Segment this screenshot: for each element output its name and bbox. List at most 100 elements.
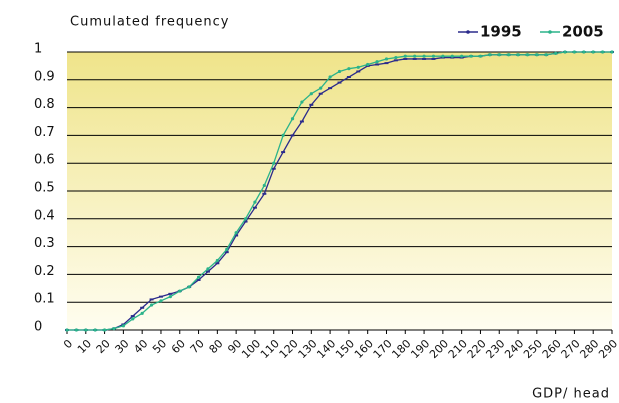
y-tick-label: 0.1	[34, 292, 55, 307]
data-point	[281, 151, 286, 154]
data-point	[224, 251, 229, 254]
data-point	[140, 311, 144, 315]
data-point	[121, 324, 125, 328]
data-point	[356, 65, 360, 69]
data-point	[328, 87, 333, 90]
data-point	[234, 231, 238, 235]
data-point	[478, 54, 483, 58]
data-point	[422, 54, 426, 58]
y-tick-label: 0.8	[34, 97, 55, 112]
data-point	[431, 54, 436, 58]
data-point	[84, 328, 88, 332]
data-point	[356, 70, 361, 73]
data-point	[149, 298, 154, 301]
data-point	[159, 299, 163, 303]
data-point	[347, 67, 351, 71]
data-point	[243, 217, 248, 221]
data-point	[441, 54, 445, 58]
data-point	[572, 50, 577, 54]
data-point	[262, 192, 267, 195]
data-point	[206, 267, 210, 271]
data-point	[300, 100, 304, 104]
data-point	[384, 57, 389, 61]
data-point	[535, 53, 539, 57]
x-tick-label: 290	[596, 337, 619, 361]
data-point	[563, 50, 567, 54]
data-point	[610, 50, 614, 54]
data-point	[394, 55, 398, 60]
data-point	[393, 59, 398, 62]
y-tick-label: 0.9	[34, 69, 55, 84]
data-point	[290, 117, 295, 121]
data-point	[196, 278, 201, 281]
data-point	[328, 75, 332, 79]
data-point	[112, 327, 116, 331]
data-point	[299, 120, 304, 123]
data-point	[309, 92, 313, 96]
x-axis-label: GDP/ head	[532, 387, 610, 402]
y-tick-label: 0.2	[34, 264, 55, 279]
data-point	[196, 275, 201, 279]
data-point	[309, 103, 314, 106]
data-point	[488, 53, 492, 57]
data-point	[225, 247, 229, 251]
data-point	[403, 57, 408, 60]
y-tick-label: 0.3	[34, 236, 55, 251]
data-point	[601, 50, 605, 54]
x-tick-label: 80	[206, 337, 225, 356]
chart-title: Cumulated frequency	[70, 15, 229, 30]
data-point	[178, 289, 182, 293]
data-point	[582, 50, 586, 54]
data-point	[469, 54, 473, 58]
data-point	[131, 317, 135, 321]
data-point	[234, 234, 239, 237]
data-point	[412, 57, 417, 60]
data-point	[205, 270, 210, 273]
data-point	[281, 133, 285, 137]
data-point	[168, 292, 173, 295]
data-point	[65, 328, 69, 332]
data-point	[318, 92, 323, 95]
legend-label: 1995	[480, 23, 522, 41]
data-point	[337, 69, 342, 74]
data-point	[252, 206, 257, 209]
data-point	[422, 57, 427, 60]
x-tick-label: 30	[113, 337, 132, 356]
data-point	[215, 262, 220, 265]
y-tick-label: 0.6	[34, 153, 55, 168]
data-point	[337, 81, 342, 84]
y-tick-label: 1	[34, 42, 42, 57]
data-point	[403, 54, 407, 58]
x-tick-label: 0	[61, 337, 75, 351]
x-tick-label: 10	[75, 337, 94, 356]
data-point	[591, 50, 595, 54]
legend-marker	[466, 30, 470, 34]
data-point	[375, 63, 380, 66]
data-point	[93, 328, 97, 332]
data-point	[554, 51, 558, 55]
data-point	[243, 220, 248, 223]
data-point	[413, 54, 417, 58]
data-point	[262, 183, 266, 188]
legend-marker	[548, 30, 552, 34]
data-point	[149, 303, 154, 307]
data-point	[450, 54, 454, 58]
data-point	[290, 134, 295, 137]
data-point	[102, 328, 107, 332]
data-point	[346, 76, 351, 79]
data-point	[497, 53, 501, 57]
data-point	[460, 54, 464, 58]
legend: 1995 2005	[458, 23, 604, 41]
data-point	[168, 295, 172, 299]
data-point	[253, 200, 257, 204]
data-point	[525, 53, 530, 57]
y-tick-label: 0	[34, 320, 42, 335]
data-point	[507, 53, 511, 57]
data-point	[215, 258, 219, 263]
data-point	[271, 167, 276, 170]
data-point	[544, 53, 548, 57]
x-tick-label: 70	[188, 337, 207, 356]
x-tick-label: 60	[169, 337, 188, 356]
y-tick-label: 0.5	[34, 181, 55, 196]
